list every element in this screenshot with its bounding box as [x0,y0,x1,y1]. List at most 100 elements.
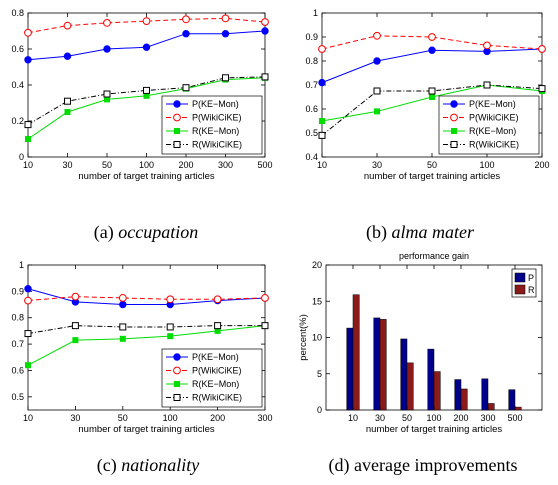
chart-alma-mater-data-point [373,31,381,40]
chart-performance-gain-x-tick-label: 200 [453,413,468,423]
chart-occupation-data-point [182,84,190,92]
chart-occupation-y-tick-label: 0.8 [11,8,24,18]
chart-occupation-legend-label: R(WikiCiKE) [192,140,242,150]
chart-nationality-data-point [71,322,79,330]
chart-occupation-data-point [64,97,71,105]
chart-occupation-data-point [142,17,151,26]
caption-b-label: (b) [366,222,387,242]
chart-occupation-data-point [63,52,72,60]
chart-performance-gain-bar [427,348,435,411]
chart-occupation-data-point [182,15,190,24]
chart-nationality-data-point [119,335,126,342]
chart-performance-gain-y-tick-label: 10 [312,333,322,343]
chart-alma-mater-data-point [483,41,491,50]
chart-performance-gain-x-tick-label: 100 [426,413,441,423]
chart-occupation-legend-marker [173,100,181,108]
chart-occupation-x-tick-label: 50 [102,160,112,170]
chart-occupation-data-point [182,30,190,38]
chart-alma-mater-x-tick-label: 50 [427,160,437,170]
chart-nationality-data-point [72,337,79,344]
chart-occupation-data-point [143,92,150,99]
chart-alma-mater-y-tick-label: 0.4 [305,152,318,162]
chart-nationality-data-point [71,292,80,301]
chart-nationality-legend-marker [173,353,181,361]
chart-performance-gain-legend-swatch [514,272,526,283]
chart-occupation-x-tick-label: 100 [139,160,154,170]
chart-performance-gain-y-tick-label: 5 [317,369,322,379]
chart-occupation-legend: P(KE−Mon) P(WikiCiKE) R(KE−Mon) R(WikiCiKE) [161,95,263,155]
chart-nationality-x-tick-label: 10 [23,413,33,423]
chart-performance-gain-bar [481,378,489,411]
chart-nationality-data-point [24,296,32,305]
chart-nationality-legend-label: R(WikiCiKE) [192,393,242,403]
chart-alma-mater-data-point [318,78,326,87]
chart-alma-mater-y-tick-label: 1 [313,8,318,18]
chart-performance-gain-bar [352,294,360,411]
chart-nationality-y-tick-label: 1 [19,260,24,270]
chart-nationality-data-point [213,295,222,304]
chart-nationality-legend-label: P(KE−Mon) [192,352,239,362]
chart-performance-gain-bar [346,327,354,411]
chart-nationality-x-tick-label: 300 [257,413,272,423]
chart-alma-mater-x-tick-label: 200 [534,160,549,170]
chart-performance-gain-bar [460,388,468,411]
chart-alma-mater: 10 30 50 100 200 0.4 0.5 0.6 0.7 0.8 0.9 1 number of… [305,8,549,182]
caption-d-label: (d) [328,455,350,475]
chart-occupation-data-point [142,43,151,51]
chart-alma-mater-legend-marker [450,100,458,108]
chart-performance-gain-bar [379,319,387,411]
chart-occupation-y-tick-label: 0 [19,152,24,162]
chart-occupation-data-point [261,73,269,81]
chart-occupation-data-point [103,90,111,98]
chart-nationality-legend-marker [173,366,181,375]
chart-nationality-data-point [119,323,127,331]
chart-nationality-data-point [118,294,127,302]
chart-nationality-series-line [27,325,265,335]
caption-c: (c) nationality [97,455,199,476]
chart-nationality-y-tick-label: 0.8 [11,313,24,323]
chart-nationality-data-point [214,322,222,330]
chart-nationality-y-tick-label: 0.9 [11,286,24,296]
chart-occupation-legend-label: R(KE−Mon) [192,126,239,136]
caption-d: (d) average improvements [329,455,518,476]
chart-occupation-x-tick-label: 500 [257,160,272,170]
chart-performance-gain-bar [433,371,441,411]
chart-occupation-data-point [143,86,150,94]
chart-alma-mater-x-tick-label: 30 [372,160,382,170]
chart-nationality-data-point [166,295,175,304]
chart-occupation-x-tick-label: 30 [62,160,72,170]
chart-alma-mater-x-tick-label: 10 [317,160,327,170]
caption-d-name: average improvements [354,455,518,475]
chart-performance-gain-bar [406,362,414,411]
chart-occupation-x-axis-label: number of target training articles [78,171,214,182]
chart-alma-mater-data-point [483,81,491,89]
chart-nationality-data-point [167,333,174,340]
chart-performance-gain: performance gain 0 5 10 15 20 10 30 50 100 200 300 5… [298,251,543,435]
chart-performance-gain-x-axis-label: number of target training articles [366,424,502,435]
caption-c-name: nationality [121,455,200,475]
chart-nationality-y-tick-label: 0.5 [11,392,24,402]
chart-alma-mater-data-point [318,131,326,139]
chart-alma-mater-data-point [538,45,546,53]
chart-nationality-x-tick-label: 50 [118,413,128,423]
chart-performance-gain-x-tick-label: 30 [375,413,385,423]
chart-occupation-legend-marker [173,113,181,122]
chart-occupation-y-tick-label: 0.4 [11,80,24,90]
chart-alma-mater-legend-label: P(WikiCiKE) [469,113,519,123]
chart-occupation-data-point [104,96,110,103]
chart-performance-gain-bar [487,403,495,411]
chart-occupation-data-point [24,56,32,64]
chart-occupation-data-point [64,109,71,115]
chart-nationality-x-axis-label: number of target training articles [78,424,214,435]
chart-occupation-data-point [261,18,269,26]
chart-alma-mater-legend-marker [450,141,458,148]
chart-alma-mater-data-point [428,33,436,41]
chart-occupation: 10 30 50 100 200 300 500 0 0.2 0.4 0.6 0.8 number of… [11,8,272,182]
chart-alma-mater-data-point [429,94,435,100]
chart-nationality-y-tick-label: 0.6 [11,365,24,375]
caption-b: (b) alma mater [366,222,474,243]
chart-performance-gain-y-tick-label: 15 [312,296,322,306]
chart-nationality-x-tick-label: 30 [70,413,80,423]
chart-occupation-data-point [221,14,230,23]
